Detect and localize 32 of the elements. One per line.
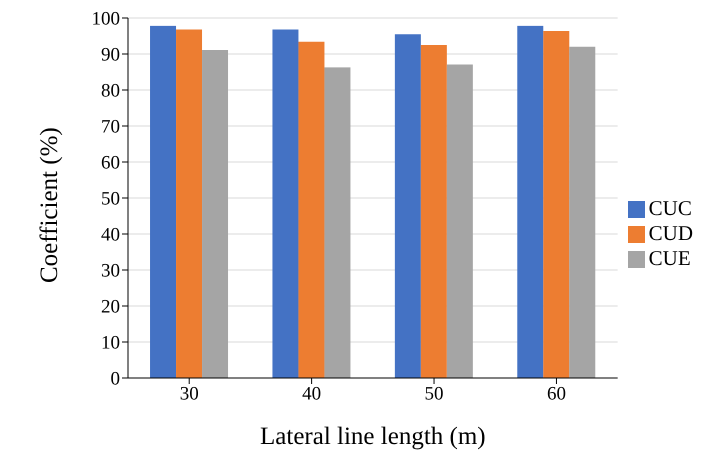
bar (394, 34, 421, 378)
y-tick-label: 20 (101, 296, 120, 318)
x-tick-label: 50 (424, 383, 444, 404)
bar (150, 26, 176, 378)
legend-label: CUE (648, 246, 691, 270)
x-tick-label: 40 (302, 383, 322, 404)
x-axis-title: Lateral line length (m) (260, 423, 486, 450)
y-tick-label: 100 (92, 8, 120, 30)
x-tick-label: 60 (546, 383, 566, 404)
y-tick-label: 50 (101, 188, 120, 210)
bar (298, 42, 324, 378)
y-tick-label: 40 (101, 224, 120, 246)
bar (202, 50, 228, 378)
bar (543, 30, 570, 378)
bar (272, 30, 298, 378)
y-tick-label: 70 (101, 116, 120, 138)
bar (446, 64, 473, 378)
legend-label: CUC (648, 196, 692, 220)
y-tick-label: 10 (101, 332, 120, 354)
bar (420, 45, 447, 378)
y-axis-title: Coefficient (%) (36, 127, 63, 283)
y-tick-label: 80 (101, 80, 120, 102)
legend-label: CUD (648, 220, 693, 244)
bar (176, 30, 202, 378)
y-tick-label: 30 (101, 260, 120, 282)
y-tick-label: 60 (101, 152, 120, 174)
bar (324, 67, 350, 378)
y-tick-label: 0 (110, 368, 120, 390)
y-tick-label: 90 (101, 44, 120, 66)
x-tick-label: 30 (180, 383, 199, 404)
bar (569, 46, 596, 378)
bar (517, 26, 544, 378)
